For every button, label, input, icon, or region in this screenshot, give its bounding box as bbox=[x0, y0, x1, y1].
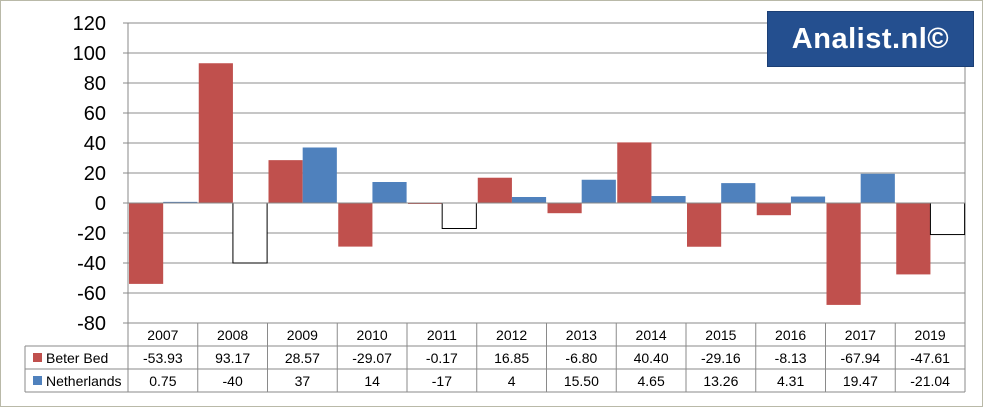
data-label-beter-bed: -29.07 bbox=[352, 350, 392, 366]
y-tick-label: 120 bbox=[73, 13, 106, 35]
y-tick-label: -20 bbox=[77, 223, 106, 245]
data-label-netherlands: 15.50 bbox=[564, 373, 599, 389]
bar-netherlands bbox=[232, 202, 268, 264]
data-label-netherlands: 0.75 bbox=[149, 373, 176, 389]
x-category-label: 2008 bbox=[217, 327, 248, 343]
bar-beter-bed bbox=[547, 203, 582, 214]
data-label-beter-bed: -0.17 bbox=[426, 350, 458, 366]
data-label-beter-bed: 93.17 bbox=[215, 350, 250, 366]
data-label-beter-bed: 16.85 bbox=[494, 350, 529, 366]
bar-netherlands bbox=[302, 147, 337, 203]
bar-netherlands bbox=[163, 201, 198, 203]
bar-beter-bed bbox=[477, 177, 512, 203]
bar-beter-bed bbox=[129, 203, 164, 284]
x-category-label: 2016 bbox=[775, 327, 806, 343]
data-label-beter-bed: -29.16 bbox=[701, 350, 741, 366]
x-category-label: 2015 bbox=[705, 327, 736, 343]
data-label-netherlands: 4 bbox=[508, 373, 516, 389]
bar-beter-bed bbox=[198, 63, 233, 204]
y-tick-label: 20 bbox=[84, 163, 106, 185]
bar-beter-bed bbox=[617, 142, 652, 203]
bar-netherlands bbox=[441, 202, 477, 229]
legend-label-beter-bed: Beter Bed bbox=[46, 350, 108, 366]
legend-key-netherlands bbox=[33, 376, 42, 385]
bar-beter-bed bbox=[338, 203, 373, 247]
bar-netherlands bbox=[790, 196, 826, 203]
bar-beter-bed bbox=[756, 203, 791, 216]
data-label-beter-bed: 40.40 bbox=[634, 350, 669, 366]
data-label-netherlands: -17 bbox=[432, 373, 452, 389]
y-tick-label: -80 bbox=[77, 313, 106, 335]
x-category-label: 2011 bbox=[427, 327, 457, 343]
bar-beter-bed bbox=[268, 160, 303, 203]
bar-beter-bed bbox=[896, 203, 931, 275]
legend-label-netherlands: Netherlands bbox=[46, 373, 122, 389]
data-label-netherlands: 14 bbox=[364, 373, 380, 389]
bar-netherlands bbox=[511, 197, 547, 203]
y-tick-label: 60 bbox=[84, 103, 106, 125]
bar-netherlands bbox=[581, 179, 616, 203]
bar-netherlands bbox=[651, 196, 686, 203]
legend-key-beter-bed bbox=[33, 353, 42, 362]
y-tick-label: 0 bbox=[95, 193, 106, 215]
y-tick-label: -40 bbox=[77, 253, 106, 275]
y-tick-label: 40 bbox=[84, 133, 106, 155]
data-label-netherlands: 13.26 bbox=[703, 373, 738, 389]
data-label-beter-bed: -53.93 bbox=[143, 350, 183, 366]
data-label-beter-bed: -8.13 bbox=[775, 350, 807, 366]
bar-netherlands bbox=[929, 202, 966, 236]
data-label-beter-bed: -67.94 bbox=[841, 350, 881, 366]
data-label-netherlands: 4.65 bbox=[638, 373, 665, 389]
x-category-label: 2017 bbox=[845, 327, 876, 343]
data-label-beter-bed: -6.80 bbox=[565, 350, 597, 366]
y-tick-label: -60 bbox=[77, 283, 106, 305]
bar-netherlands bbox=[860, 173, 895, 203]
x-category-label: 2019 bbox=[915, 327, 946, 343]
bar-netherlands bbox=[372, 182, 407, 203]
analist-logo: Analist.nl© bbox=[767, 11, 974, 67]
data-label-netherlands: -21.04 bbox=[910, 373, 950, 389]
data-label-beter-bed: 28.57 bbox=[285, 350, 320, 366]
x-category-label: 2007 bbox=[147, 327, 178, 343]
y-tick-label: 100 bbox=[73, 43, 106, 65]
data-label-netherlands: 37 bbox=[295, 373, 311, 389]
logo-text: Analist.nl© bbox=[791, 22, 950, 55]
data-label-netherlands: 19.47 bbox=[843, 373, 878, 389]
x-category-label: 2012 bbox=[496, 327, 527, 343]
x-category-label: 2013 bbox=[566, 327, 597, 343]
x-category-label: 2009 bbox=[287, 327, 318, 343]
bar-netherlands bbox=[721, 183, 756, 203]
data-label-netherlands: -40 bbox=[223, 373, 243, 389]
x-category-label: 2014 bbox=[636, 327, 667, 343]
data-label-beter-bed: -47.61 bbox=[910, 350, 950, 366]
y-tick-label: 80 bbox=[84, 73, 106, 95]
data-label-netherlands: 4.31 bbox=[777, 373, 804, 389]
bar-beter-bed bbox=[826, 203, 861, 305]
x-category-label: 2010 bbox=[357, 327, 388, 343]
bar-beter-bed bbox=[687, 203, 722, 247]
